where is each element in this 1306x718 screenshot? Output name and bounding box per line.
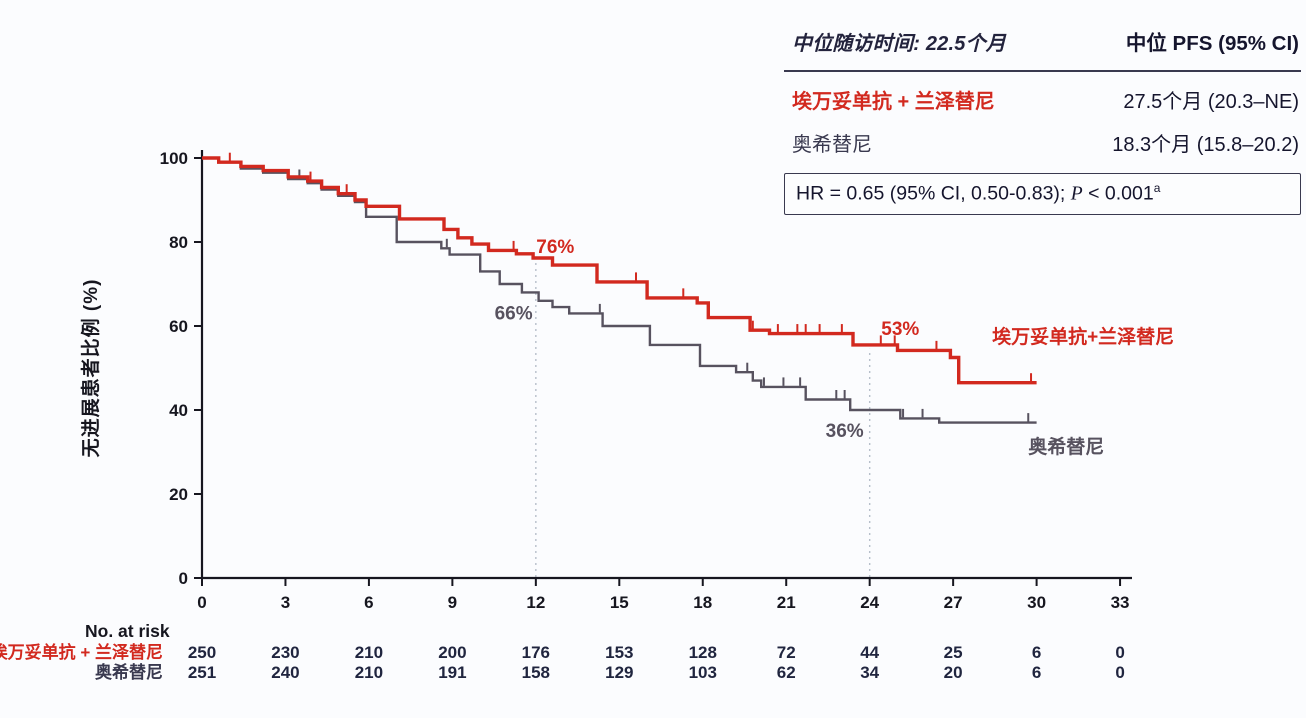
y-tick-label: 0 bbox=[179, 569, 188, 588]
x-tick-label: 12 bbox=[526, 593, 545, 612]
annotation-label: 奥希替尼 bbox=[1028, 435, 1104, 458]
risk-row-label: 奥希替尼 bbox=[95, 662, 163, 682]
hr-footnote-marker: a bbox=[1153, 181, 1161, 195]
y-tick-label: 100 bbox=[160, 149, 188, 168]
x-tick-label: 33 bbox=[1111, 593, 1130, 612]
risk-count: 210 bbox=[355, 663, 383, 682]
risk-count: 153 bbox=[605, 643, 633, 662]
y-tick-label: 60 bbox=[169, 317, 188, 336]
arm-value-amivantamab-lazertinib: 27.5个月 (20.3–NE) bbox=[1123, 91, 1299, 113]
risk-count: 200 bbox=[438, 643, 466, 662]
x-tick-label: 3 bbox=[281, 593, 290, 612]
risk-count: 0 bbox=[1115, 663, 1124, 682]
risk-count: 129 bbox=[605, 663, 633, 682]
x-tick-label: 21 bbox=[777, 593, 796, 612]
summary-panel: 中位随访时间: 22.5个月 中位 PFS (95% CI) 埃万妥单抗 + 兰… bbox=[784, 12, 1301, 215]
y-tick-label: 40 bbox=[169, 401, 188, 420]
median-followup-text: 中位随访时间: 22.5个月 bbox=[792, 33, 1006, 55]
risk-count: 72 bbox=[777, 643, 796, 662]
arm-row-osimertinib: 奥希替尼 18.3个月 (15.8–20.2) bbox=[784, 115, 1301, 158]
risk-count: 44 bbox=[860, 643, 879, 662]
arm-label-osimertinib: 奥希替尼 bbox=[792, 134, 872, 156]
risk-count: 20 bbox=[944, 663, 963, 682]
x-tick-label: 9 bbox=[448, 593, 457, 612]
risk-count: 251 bbox=[188, 663, 216, 682]
risk-count: 210 bbox=[355, 643, 383, 662]
x-tick-label: 24 bbox=[860, 593, 879, 612]
header-divider bbox=[784, 70, 1301, 72]
arm-label-amivantamab-lazertinib: 埃万妥单抗 + 兰泽替尼 bbox=[792, 91, 995, 113]
risk-count: 103 bbox=[689, 663, 717, 682]
risk-count: 34 bbox=[860, 663, 879, 682]
series-0 bbox=[202, 152, 1037, 385]
annotation-label: 76% bbox=[536, 237, 574, 258]
risk-count: 6 bbox=[1032, 663, 1041, 682]
hr-p-symbol: P bbox=[1070, 183, 1083, 205]
risk-row-label: 埃万妥单抗 + 兰泽替尼 bbox=[0, 642, 163, 662]
y-tick-label: 80 bbox=[169, 233, 188, 252]
risk-count: 250 bbox=[188, 643, 216, 662]
risk-count: 6 bbox=[1032, 643, 1041, 662]
risk-count: 230 bbox=[271, 643, 299, 662]
hr-p-value: < 0.001 bbox=[1082, 182, 1154, 205]
x-tick-label: 18 bbox=[693, 593, 712, 612]
median-pfs-column-header: 中位 PFS (95% CI) bbox=[1125, 32, 1299, 55]
risk-count: 191 bbox=[438, 663, 466, 682]
x-tick-label: 6 bbox=[364, 593, 373, 612]
risk-count: 25 bbox=[944, 643, 963, 662]
y-axis-title: 无进展患者比例 (%) bbox=[79, 279, 102, 458]
annotation-label: 埃万妥单抗+兰泽替尼 bbox=[992, 325, 1174, 348]
risk-count: 158 bbox=[522, 663, 550, 682]
summary-header-row: 中位随访时间: 22.5个月 中位 PFS (95% CI) bbox=[784, 12, 1301, 70]
risk-table-title: No. at risk bbox=[85, 621, 170, 641]
arm-row-amivantamab: 埃万妥单抗 + 兰泽替尼 27.5个月 (20.3–NE) bbox=[784, 72, 1301, 115]
risk-count: 128 bbox=[689, 643, 717, 662]
arm-value-osimertinib: 18.3个月 (15.8–20.2) bbox=[1112, 134, 1299, 156]
risk-count: 240 bbox=[271, 663, 299, 682]
hazard-ratio-box: HR = 0.65 (95% CI, 0.50-0.83); P < 0.001… bbox=[784, 173, 1301, 215]
annotation-label: 66% bbox=[495, 304, 533, 325]
x-tick-label: 27 bbox=[944, 593, 963, 612]
y-tick-label: 20 bbox=[169, 485, 188, 504]
risk-count: 176 bbox=[522, 643, 550, 662]
risk-count: 62 bbox=[777, 663, 796, 682]
axes: 0 20 40 60 80 100 0 3 6 9 12 15 18 21 24 27 30 33 bbox=[160, 149, 1132, 612]
annotation-label: 36% bbox=[826, 421, 864, 442]
hr-text: HR = 0.65 (95% CI, 0.50-0.83); bbox=[796, 182, 1071, 205]
reference-lines bbox=[535, 261, 871, 577]
risk-count: 0 bbox=[1115, 643, 1124, 662]
annotation-label: 53% bbox=[881, 319, 919, 340]
x-tick-label: 30 bbox=[1027, 593, 1046, 612]
x-tick-label: 15 bbox=[610, 593, 629, 612]
km-curve bbox=[202, 156, 1037, 385]
x-tick-label: 0 bbox=[197, 593, 206, 612]
